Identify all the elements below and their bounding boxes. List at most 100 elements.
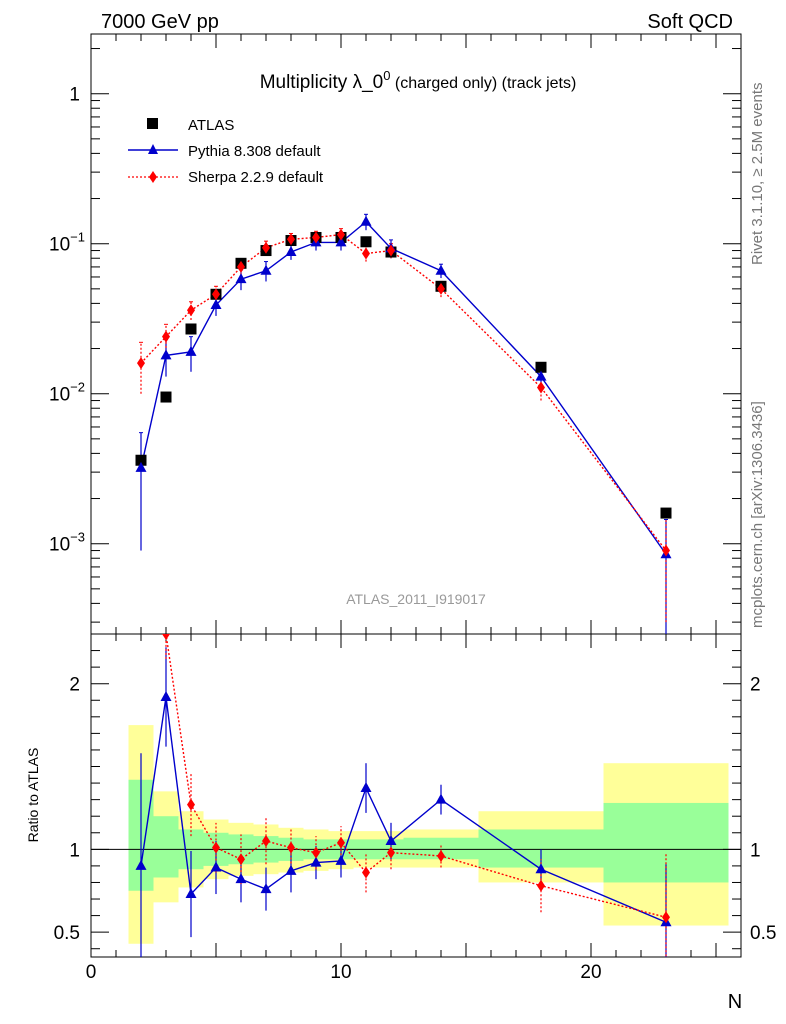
pythia-ratio-point bbox=[335, 854, 347, 865]
pythia-main-point bbox=[360, 215, 372, 226]
sherpa-ratio-point bbox=[162, 634, 170, 640]
atlas-data-point bbox=[535, 361, 547, 373]
header-left: 7000 GeV pp bbox=[101, 11, 219, 33]
sherpa-main-point bbox=[137, 357, 145, 370]
legend-sherpa-marker bbox=[149, 171, 157, 183]
pythia-ratio-point bbox=[185, 888, 197, 899]
sherpa-ratio-point bbox=[337, 836, 345, 849]
sherpa-main-point bbox=[262, 241, 270, 254]
tick-base: 10 bbox=[49, 535, 70, 556]
legend: ATLAS Pythia 8.308 default Sherpa 2.2.9 … bbox=[128, 117, 324, 186]
chart-title: Multiplicity λ_00 (charged only) (track … bbox=[260, 68, 577, 93]
pythia-main-point bbox=[335, 236, 347, 247]
atlas-data-point bbox=[160, 391, 172, 403]
atlas-data-point bbox=[360, 236, 372, 248]
sherpa-main-point bbox=[387, 244, 395, 257]
pythia-ratio-point bbox=[285, 864, 297, 875]
atlas-data-point bbox=[660, 507, 672, 519]
sherpa-ratio-point bbox=[387, 846, 395, 859]
legend-sherpa-label: Sherpa 2.2.9 default bbox=[188, 169, 324, 186]
ratio-band-green bbox=[403, 837, 479, 860]
sherpa-ratio-point bbox=[137, 280, 145, 292]
main-y-tick-label: 10−3 bbox=[49, 530, 85, 556]
ratio-y-tick-label: 1 bbox=[69, 840, 80, 861]
sherpa-main-point bbox=[212, 288, 220, 301]
sherpa-ratio-point bbox=[237, 853, 245, 866]
sherpa-ratio-point bbox=[537, 879, 545, 892]
sherpa-main-point bbox=[662, 544, 670, 557]
x-tick-label: 10 bbox=[330, 962, 351, 983]
tick-base: 10 bbox=[49, 385, 70, 406]
tick-exponent: −2 bbox=[70, 380, 85, 395]
pythia-ratio-point bbox=[435, 793, 447, 804]
pythia-main-point bbox=[285, 246, 297, 257]
sherpa-ratio-point bbox=[287, 841, 295, 854]
header-right: Soft QCD bbox=[647, 11, 733, 33]
sherpa-main-point bbox=[537, 381, 545, 394]
pythia-main-point bbox=[185, 345, 197, 356]
pythia-main-point bbox=[160, 349, 172, 360]
main-y-tick-label: 1 bbox=[69, 85, 80, 106]
sherpa-ratio-point bbox=[262, 835, 270, 848]
x-tick-label: 0 bbox=[86, 962, 97, 983]
sherpa-main-point bbox=[162, 330, 170, 343]
pythia-ratio-point bbox=[535, 863, 547, 874]
pythia-ratio-point bbox=[235, 873, 247, 884]
chart-title-main: Multiplicity λ_0 bbox=[260, 72, 384, 93]
pythia-ratio-line bbox=[140, 696, 667, 923]
sherpa-main-line bbox=[140, 233, 667, 551]
sherpa-main-point bbox=[287, 233, 295, 246]
sherpa-ratio-point bbox=[312, 846, 320, 859]
sherpa-ratio-point bbox=[362, 866, 370, 879]
ratio-y-tick-label: 0.5 bbox=[54, 923, 80, 944]
pythia-main-point bbox=[210, 299, 222, 310]
sherpa-main-point bbox=[187, 304, 195, 317]
pythia-main-point bbox=[260, 264, 272, 275]
sherpa-main-point bbox=[362, 247, 370, 260]
rivet-label: Rivet 3.1.10, ≥ 2.5M events bbox=[749, 83, 766, 266]
x-tick-label: 20 bbox=[580, 962, 601, 983]
pythia-main-line bbox=[140, 220, 667, 555]
tick-base: 1 bbox=[69, 85, 80, 106]
ratio-y-tick-label-right: 2 bbox=[750, 675, 761, 696]
ratio-band-green bbox=[153, 816, 179, 878]
main-y-tick-label: 10−2 bbox=[49, 380, 85, 406]
chart-title-sup: 0 bbox=[383, 68, 390, 83]
sherpa-main-point bbox=[237, 260, 245, 273]
ratio-plot-area bbox=[135, 280, 672, 957]
main-plot-area bbox=[135, 213, 672, 634]
ratio-y-tick-label-right: 0.5 bbox=[750, 923, 776, 944]
legend-atlas-label: ATLAS bbox=[188, 117, 234, 134]
pythia-ratio-point bbox=[160, 690, 172, 701]
tick-base: 10 bbox=[49, 235, 70, 256]
main-y-tick-label: 10−1 bbox=[49, 230, 85, 256]
sherpa-ratio-line bbox=[165, 634, 667, 918]
atlas-data-point bbox=[135, 454, 147, 466]
pythia-ratio-point bbox=[360, 782, 372, 793]
legend-atlas-marker bbox=[147, 118, 158, 129]
sherpa-ratio-point bbox=[187, 798, 195, 811]
sherpa-main-point bbox=[437, 282, 445, 295]
ratio-y-tick-label-right: 1 bbox=[750, 840, 761, 861]
legend-pythia-label: Pythia 8.308 default bbox=[188, 143, 321, 160]
pythia-main-point bbox=[135, 461, 147, 472]
pythia-ratio-point bbox=[260, 883, 272, 894]
ratio-ylabel: Ratio to ATLAS bbox=[25, 748, 41, 843]
sherpa-ratio-point bbox=[212, 841, 220, 854]
sherpa-ratio-point bbox=[437, 849, 445, 862]
x-axis-label: N bbox=[728, 991, 742, 1013]
tick-exponent: −3 bbox=[70, 530, 85, 545]
pythia-ratio-point bbox=[385, 835, 397, 846]
ratio-y-tick-label: 2 bbox=[69, 675, 80, 696]
pythia-main-point bbox=[535, 370, 547, 381]
analysis-label: ATLAS_2011_I919017 bbox=[346, 591, 486, 607]
sherpa-main-point bbox=[337, 228, 345, 241]
atlas-data-point bbox=[185, 323, 197, 335]
pythia-ratio-point bbox=[310, 856, 322, 867]
pythia-main-point bbox=[435, 264, 447, 275]
mcplots-label: mcplots.cern.ch [arXiv:1306.3436] bbox=[749, 401, 766, 628]
chart-title-sub: (charged only) (track jets) bbox=[390, 75, 576, 92]
pythia-ratio-point bbox=[210, 861, 222, 872]
